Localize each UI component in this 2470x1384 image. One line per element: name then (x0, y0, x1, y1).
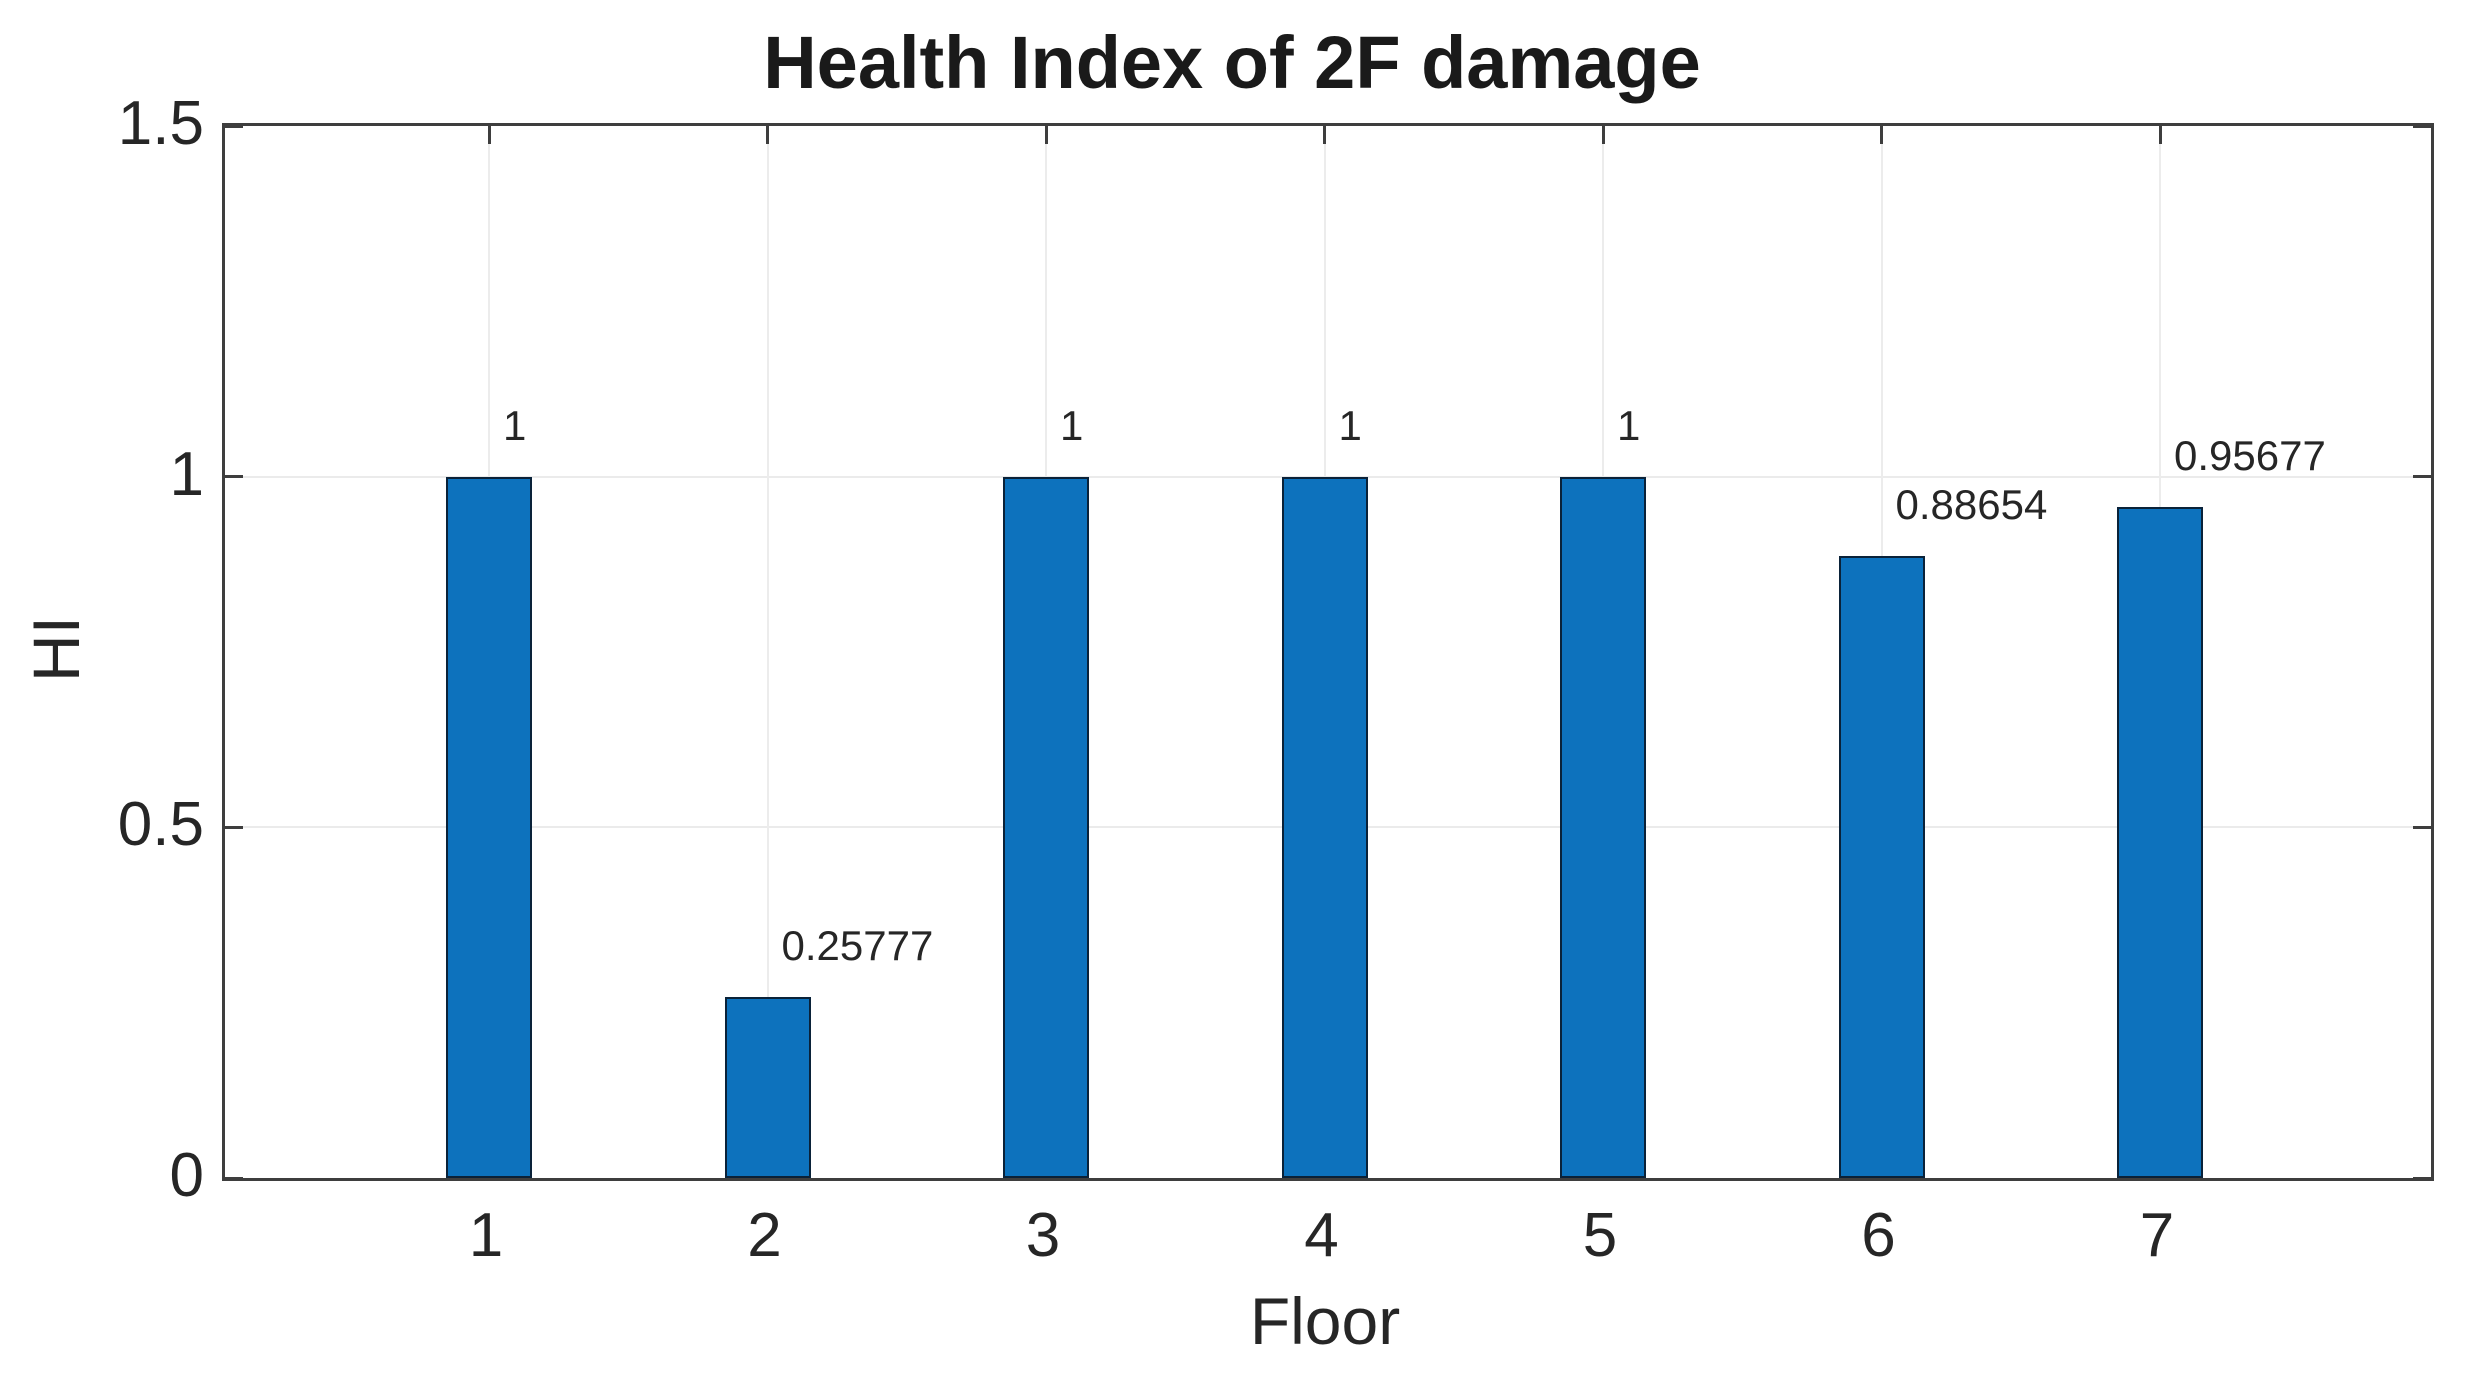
y-tick-mark-left (225, 825, 243, 829)
x-tick-mark-top (1880, 126, 1883, 144)
bar-value-label: 0.25777 (781, 922, 934, 970)
vertical-gridline (766, 126, 769, 1178)
y-tick-label: 1.5 (117, 89, 204, 158)
x-tick-label: 1 (468, 1201, 504, 1270)
x-tick-label: 2 (747, 1201, 782, 1270)
x-tick-mark-top (1601, 126, 1605, 144)
x-tick-label: 5 (1582, 1201, 1618, 1270)
y-tick-mark-left (225, 475, 243, 479)
y-tick-mark-left (225, 124, 243, 128)
bar-value-label: 1 (503, 401, 527, 449)
x-tick-mark-top (1044, 126, 1048, 144)
y-axis-label: HI (19, 616, 93, 682)
y-tick-mark-right (2413, 1176, 2431, 1180)
y-tick-mark-right (2413, 475, 2431, 479)
horizontal-gridline (225, 475, 2431, 478)
x-tick-mark-top (766, 126, 769, 144)
bar-value-label: 1 (1617, 401, 1641, 449)
bar-value-label: 1 (1338, 401, 1362, 449)
y-tick-label: 0.5 (117, 790, 204, 860)
x-tick-label: 3 (1025, 1201, 1061, 1270)
chart-title: Health Index of 2F damage (763, 21, 1701, 104)
y-tick-label: 0 (169, 1141, 204, 1210)
y-tick-mark-right (2413, 825, 2431, 829)
x-tick-label: 7 (2139, 1201, 2175, 1270)
bar-value-label: 0.88654 (1895, 481, 2048, 529)
plot-area: 1 0.25777 1 1 1 0.88654 0.95677 (222, 123, 2434, 1181)
x-tick-mark-top (1323, 126, 1326, 144)
x-tick-mark-top (487, 126, 491, 144)
bar (1281, 476, 1368, 1178)
y-tick-mark-right (2413, 124, 2431, 128)
bar (1003, 476, 1089, 1178)
x-tick-mark-top (2158, 126, 2162, 144)
x-tick-label: 6 (1861, 1201, 1896, 1270)
bar (1560, 476, 1646, 1178)
x-axis-label: Floor (1249, 1284, 1401, 1358)
bar (446, 476, 532, 1178)
bar-value-label: 0.95677 (2174, 432, 2326, 479)
bar (1838, 556, 1925, 1178)
bar (724, 997, 811, 1178)
bar (2117, 507, 2203, 1178)
y-tick-label: 1 (169, 439, 204, 509)
bar-value-label: 1 (1060, 401, 1084, 449)
y-tick-mark-left (225, 1176, 243, 1180)
x-tick-label: 4 (1304, 1201, 1339, 1270)
